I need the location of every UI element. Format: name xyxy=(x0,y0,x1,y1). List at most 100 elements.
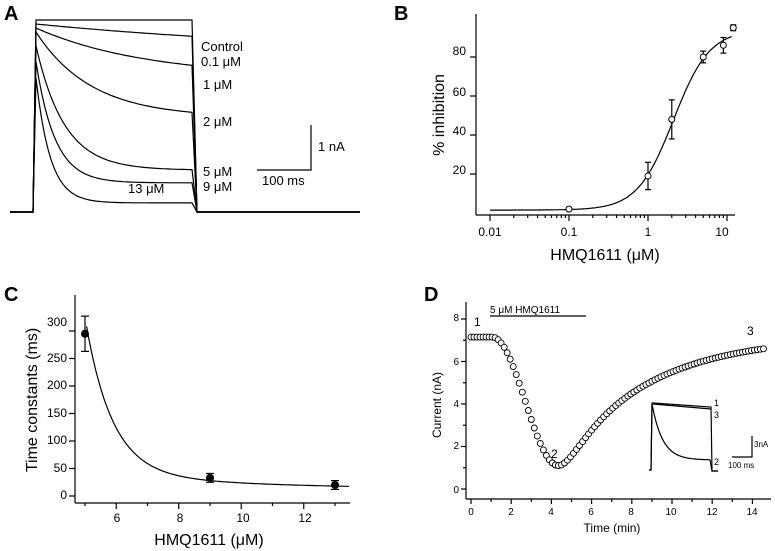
data-points-c xyxy=(81,315,339,490)
y-tick-label-c: 0 xyxy=(60,488,67,502)
x-tick-label-d: 4 xyxy=(548,507,554,518)
x-tick-label-d: 8 xyxy=(628,507,634,518)
data-point xyxy=(506,355,514,363)
scale-bar-time-label: 100 ms xyxy=(262,173,305,188)
data-point xyxy=(206,473,214,482)
data-point xyxy=(521,397,529,405)
current-trace xyxy=(10,19,360,213)
y-tick-label-b: 20 xyxy=(453,163,467,177)
data-points-b xyxy=(565,24,737,213)
inset-label-3: 3 xyxy=(714,410,719,420)
data-point xyxy=(533,432,541,440)
data-point xyxy=(530,424,538,432)
data-point xyxy=(644,172,652,180)
current-trace xyxy=(10,45,360,213)
y-tick-label-b: 40 xyxy=(453,124,467,138)
x-tick-label-d: 10 xyxy=(665,507,677,518)
x-axis-label-c: HMQ1611 (μM) xyxy=(154,532,263,549)
trace-label-control: Control xyxy=(201,39,243,54)
panel-c: C 6 8 10 12 0 50 100 150 200 250 300 HMQ… xyxy=(4,284,350,549)
scale-bar-current-label: 1 nA xyxy=(318,139,345,154)
data-point xyxy=(539,446,547,454)
data-point xyxy=(719,41,727,49)
x-tick-label-d: 14 xyxy=(746,507,758,518)
time-point-label-1: 1 xyxy=(474,315,481,329)
current-traces xyxy=(10,19,360,213)
panel-b: B 0.01 0.1 1 10 20 40 60 80 HMQ1611 (μM)… xyxy=(394,3,737,264)
data-point xyxy=(503,349,511,357)
x-tick-label-d: 12 xyxy=(706,507,718,518)
trace-label-2um: 2 μM xyxy=(203,114,232,129)
axis-ticks-b xyxy=(470,56,728,221)
data-point xyxy=(524,407,532,414)
data-point xyxy=(668,115,676,123)
trace-label-13um: 13 μM xyxy=(128,181,164,196)
inset-label-2: 2 xyxy=(714,457,719,467)
drug-application-label: 5 μM HMQ1611 xyxy=(490,305,560,316)
panel-label-d: D xyxy=(424,284,438,306)
axis-ticks-c xyxy=(69,330,336,509)
x-tick-label-c: 8 xyxy=(177,511,184,525)
x-tick-label-b: 0.01 xyxy=(478,225,502,239)
inset-scale-bar xyxy=(732,436,753,458)
inset-trace-1 xyxy=(649,402,718,472)
y-tick-label-b: 80 xyxy=(453,44,467,58)
y-tick-label-d: 4 xyxy=(453,399,459,410)
y-axis-label-d: Current (nA) xyxy=(430,372,444,438)
inset-trace-3 xyxy=(652,403,712,410)
y-tick-label-d: 2 xyxy=(453,441,459,452)
data-point xyxy=(509,363,517,371)
current-trace xyxy=(10,30,360,213)
inset-traces: 1 3 2 3nA 100 ms xyxy=(649,398,769,472)
y-tick-label-c: 200 xyxy=(47,378,67,392)
data-point xyxy=(500,343,508,351)
y-tick-label-c: 250 xyxy=(47,351,67,365)
y-tick-label-c: 150 xyxy=(47,406,67,420)
data-point xyxy=(527,416,535,423)
time-point-label-3: 3 xyxy=(747,324,754,338)
time-course-points xyxy=(467,333,767,470)
x-tick-label-c: 10 xyxy=(236,511,250,525)
x-tick-label-c: 12 xyxy=(298,511,312,525)
panel-label-c: C xyxy=(4,284,18,306)
trace-label-0.1um: 0.1 μM xyxy=(201,54,241,69)
trace-label-5um: 5 μM xyxy=(203,164,232,179)
hill-fit-curve xyxy=(490,36,732,211)
panel-d: D 0 2 4 6 8 10 12 14 0 2 4 6 8 Time (min… xyxy=(424,284,771,535)
x-tick-label-b: 10 xyxy=(715,225,729,239)
time-point-label-2: 2 xyxy=(551,447,558,461)
y-tick-label-d: 6 xyxy=(453,357,459,368)
current-trace xyxy=(10,27,360,213)
y-tick-label-d: 0 xyxy=(453,485,459,496)
panel-label-a: A xyxy=(4,3,18,25)
x-tick-label-b: 1 xyxy=(645,225,652,239)
x-tick-label-d: 2 xyxy=(508,507,514,518)
data-point xyxy=(699,53,707,61)
data-point xyxy=(515,379,523,387)
current-trace xyxy=(10,77,360,213)
data-point xyxy=(512,371,520,379)
x-axis-label-d: Time (min) xyxy=(584,521,641,535)
inset-scale-current-label: 3nA xyxy=(754,440,769,449)
decay-fit-curve xyxy=(86,326,350,487)
x-axis-label-b: HMQ1611 (μM) xyxy=(550,247,659,264)
y-tick-label-c: 50 xyxy=(54,461,68,475)
trace-label-1um: 1 μM xyxy=(203,77,232,92)
data-point xyxy=(81,329,89,338)
inset-scale-time-label: 100 ms xyxy=(728,461,754,470)
y-tick-label-b: 60 xyxy=(453,85,467,99)
y-tick-label-c: 300 xyxy=(47,315,67,329)
data-point xyxy=(518,388,526,396)
panel-a: A Control 0.1 μM 1 μM 2 μM 5 μM 9 μM 13 … xyxy=(4,3,360,213)
inset-trace-2 xyxy=(649,403,718,472)
data-point xyxy=(331,481,339,489)
x-tick-label-d: 6 xyxy=(588,507,594,518)
scale-bar xyxy=(257,125,312,171)
y-axis-label-b: % inhibition xyxy=(431,74,448,156)
y-axis-label-c: Time constants (ms) xyxy=(24,328,41,472)
x-tick-label-c: 6 xyxy=(114,511,121,525)
current-trace xyxy=(10,23,360,213)
y-tick-label-d: 8 xyxy=(453,313,459,324)
trace-label-9um: 9 μM xyxy=(203,179,232,194)
